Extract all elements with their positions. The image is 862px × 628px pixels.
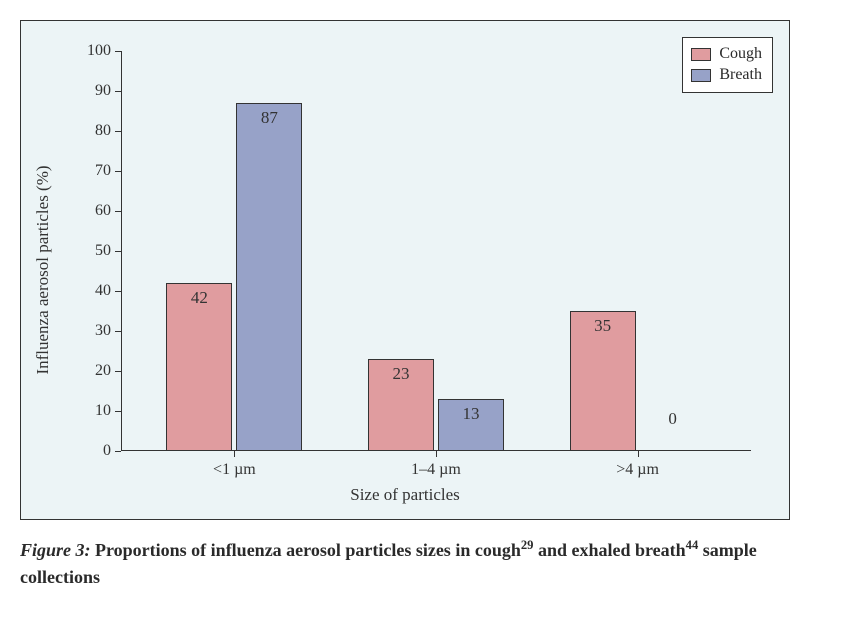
caption-text-1: Proportions of influenza aerosol particl… — [91, 540, 521, 560]
caption-sup-1: 29 — [521, 538, 534, 552]
x-tick-label: 1–4 µm — [411, 461, 461, 479]
y-tick — [115, 291, 121, 292]
caption-sup-2: 44 — [686, 538, 699, 552]
x-tick — [234, 451, 235, 457]
chart-bar: 42 — [166, 283, 232, 451]
legend-swatch — [691, 48, 711, 61]
caption-text-2: and exhaled breath — [533, 540, 685, 560]
y-tick-label: 10 — [95, 402, 111, 420]
figure-container: Influenza aerosol particles (%) 0 10 20 30 4… — [20, 20, 842, 591]
chart-box: Influenza aerosol particles (%) 0 10 20 30 4… — [20, 20, 790, 520]
bar-value-label: 23 — [393, 364, 410, 384]
y-tick-label: 100 — [87, 42, 111, 60]
y-tick — [115, 251, 121, 252]
plot-area: 0102030405060708090100<1 µm42871–4 µm231… — [121, 51, 751, 451]
y-tick-label: 20 — [95, 362, 111, 380]
legend-label: Cough — [719, 44, 762, 65]
bar-value-label: 35 — [594, 316, 611, 336]
y-tick — [115, 451, 121, 452]
y-tick — [115, 51, 121, 52]
y-tick — [115, 331, 121, 332]
bar-value-label: 42 — [191, 288, 208, 308]
y-tick-label: 50 — [95, 242, 111, 260]
y-tick — [115, 411, 121, 412]
y-tick-label: 30 — [95, 322, 111, 340]
legend-item: Breath — [691, 65, 762, 86]
x-axis-title: Size of particles — [350, 485, 460, 505]
y-axis-title: Influenza aerosol particles (%) — [33, 165, 53, 374]
y-tick-label: 40 — [95, 282, 111, 300]
bar-value-label: 0 — [668, 409, 677, 429]
bar-value-label: 13 — [463, 404, 480, 424]
x-tick-label: <1 µm — [213, 461, 256, 479]
y-tick-label: 60 — [95, 202, 111, 220]
legend-label: Breath — [719, 65, 762, 86]
chart-bar: 13 — [438, 399, 504, 451]
legend-swatch — [691, 69, 711, 82]
y-axis-line — [121, 51, 122, 451]
bar-value-label: 87 — [261, 108, 278, 128]
y-tick-label: 70 — [95, 162, 111, 180]
figure-caption: Figure 3: Proportions of influenza aeros… — [20, 536, 790, 591]
y-tick-label: 80 — [95, 122, 111, 140]
y-tick — [115, 91, 121, 92]
x-tick — [436, 451, 437, 457]
y-tick — [115, 171, 121, 172]
y-tick — [115, 211, 121, 212]
y-tick — [115, 131, 121, 132]
y-tick-label: 90 — [95, 82, 111, 100]
y-tick-label: 0 — [103, 442, 111, 460]
chart-bar: 87 — [236, 103, 302, 451]
caption-label: Figure 3: — [20, 540, 91, 560]
legend-item: Cough — [691, 44, 762, 65]
chart-legend: CoughBreath — [682, 37, 773, 93]
chart-bar: 35 — [570, 311, 636, 451]
x-tick-label: >4 µm — [616, 461, 659, 479]
x-tick — [638, 451, 639, 457]
chart-bar: 23 — [368, 359, 434, 451]
y-tick — [115, 371, 121, 372]
